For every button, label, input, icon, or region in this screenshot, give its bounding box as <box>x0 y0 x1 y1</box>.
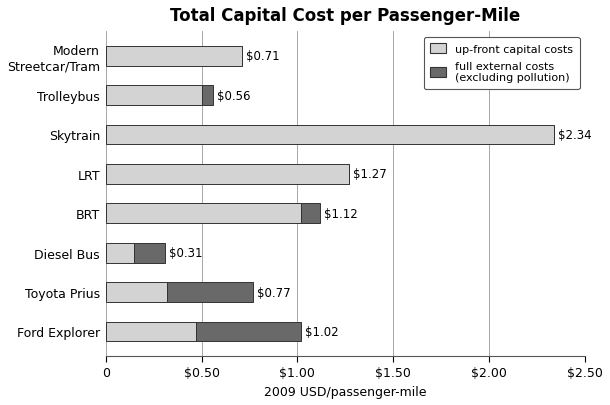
Bar <box>167 283 253 302</box>
Bar <box>106 164 349 184</box>
Text: $0.56: $0.56 <box>217 90 250 102</box>
Title: Total Capital Cost per Passenger-Mile: Total Capital Cost per Passenger-Mile <box>170 7 520 25</box>
Bar <box>106 86 201 106</box>
Bar <box>106 47 242 66</box>
Bar <box>106 204 301 224</box>
Bar <box>106 125 554 145</box>
Text: $0.77: $0.77 <box>257 286 291 299</box>
Bar <box>134 243 165 263</box>
Text: $0.71: $0.71 <box>246 50 279 63</box>
Text: $1.02: $1.02 <box>305 325 339 338</box>
X-axis label: 2009 USD/passenger-mile: 2009 USD/passenger-mile <box>264 385 426 398</box>
Bar <box>196 322 301 341</box>
Bar <box>201 86 213 106</box>
Bar <box>106 283 167 302</box>
Bar <box>106 243 134 263</box>
Text: $1.12: $1.12 <box>325 207 358 220</box>
Bar <box>301 204 320 224</box>
Legend: up-front capital costs, full external costs
(excluding pollution): up-front capital costs, full external co… <box>424 38 580 90</box>
Text: $1.27: $1.27 <box>353 168 387 181</box>
Text: $0.31: $0.31 <box>169 247 203 260</box>
Text: $2.34: $2.34 <box>558 129 592 142</box>
Bar <box>106 322 196 341</box>
